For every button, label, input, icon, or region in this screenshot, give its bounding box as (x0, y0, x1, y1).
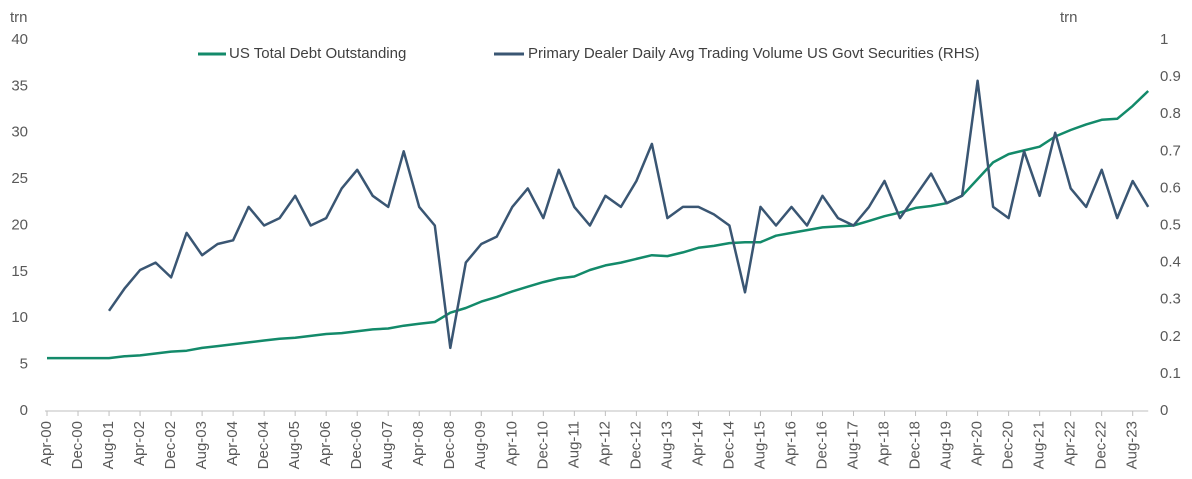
y-axis-unit: trn (10, 9, 28, 26)
x-tick-label: Dec-04 (255, 421, 272, 469)
x-tick-label: Dec-00 (69, 421, 86, 469)
x-tick-label: Apr-04 (224, 421, 241, 466)
y2-tick-label: 1 (1160, 31, 1168, 48)
x-tick-label: Aug-11 (565, 421, 582, 468)
x-tick-label: Apr-08 (410, 421, 427, 466)
y2-tick-label: 0.3 (1160, 291, 1181, 308)
x-tick-label: Aug-23 (1124, 421, 1141, 469)
x-tick-label: Apr-12 (596, 421, 613, 466)
x-tick-label: Aug-01 (100, 421, 117, 469)
x-tick-label: Dec-22 (1093, 421, 1110, 469)
x-tick-label: Dec-18 (907, 421, 924, 469)
legend-label: US Total Debt Outstanding (229, 45, 406, 62)
y2-tick-label: 0 (1160, 402, 1168, 419)
x-tick-label: Aug-15 (751, 421, 768, 469)
legend: US Total Debt Outstanding Primary Dealer… (198, 45, 980, 62)
y2-tick-label: 0.9 (1160, 68, 1181, 85)
y2-tick-label: 0.2 (1160, 328, 1181, 345)
y2-axis-unit: trn (1060, 9, 1078, 26)
y2-tick-label: 0.6 (1160, 179, 1181, 196)
x-tick-label: Dec-02 (162, 421, 179, 469)
x-tick-label: Aug-21 (1031, 421, 1048, 469)
y2-tick-label: 0.4 (1160, 254, 1181, 271)
x-tick-label: Aug-13 (658, 421, 675, 469)
y2-tick-label: 0.7 (1160, 142, 1181, 159)
x-tick-label: Apr-22 (1062, 421, 1079, 466)
x-tick-label: Dec-14 (720, 421, 737, 469)
y-tick-label: 5 (20, 356, 28, 373)
y-tick-label: 20 (11, 216, 28, 233)
x-tick-label: Apr-20 (969, 421, 986, 466)
x-tick-label: Dec-06 (348, 421, 365, 469)
x-tick-label: Aug-03 (193, 421, 210, 469)
x-tick-label: Aug-07 (379, 421, 396, 469)
y-tick-label: 30 (11, 124, 28, 141)
y2-tick-label: 0.5 (1160, 216, 1181, 233)
x-tick-label: Apr-14 (689, 421, 706, 466)
x-tick-label: Dec-20 (1000, 421, 1017, 469)
y2-tick-label: 0.1 (1160, 365, 1181, 382)
x-tick-label: Aug-05 (286, 421, 303, 469)
y-tick-label: 35 (11, 77, 28, 94)
y-tick-label: 0 (20, 402, 28, 419)
y-tick-label: 40 (11, 31, 28, 48)
x-tick-label: Dec-10 (534, 421, 551, 469)
y-tick-label: 10 (11, 309, 28, 326)
legend-label: Primary Dealer Daily Avg Trading Volume … (528, 45, 980, 62)
y-tick-label: 25 (11, 170, 28, 187)
x-tick-label: Aug-19 (938, 421, 955, 469)
x-tick-label: Apr-02 (131, 421, 148, 466)
x-tick-label: Dec-08 (441, 421, 458, 469)
series-line (107, 79, 1150, 350)
x-tick-label: Apr-10 (503, 421, 520, 466)
x-tick-label: Dec-16 (813, 421, 830, 469)
y2-tick-label: 0.8 (1160, 105, 1181, 122)
x-tick-label: Apr-16 (782, 421, 799, 466)
x-tick-label: Apr-00 (38, 421, 55, 466)
x-tick-label: Dec-12 (627, 421, 644, 469)
x-tick-label: Apr-06 (317, 421, 334, 466)
y-tick-label: 15 (11, 263, 28, 280)
x-tick-label: Aug-09 (472, 421, 489, 469)
series-line (47, 90, 1150, 360)
x-tick-label: Apr-18 (876, 421, 893, 466)
x-tick-label: Aug-17 (844, 421, 861, 469)
